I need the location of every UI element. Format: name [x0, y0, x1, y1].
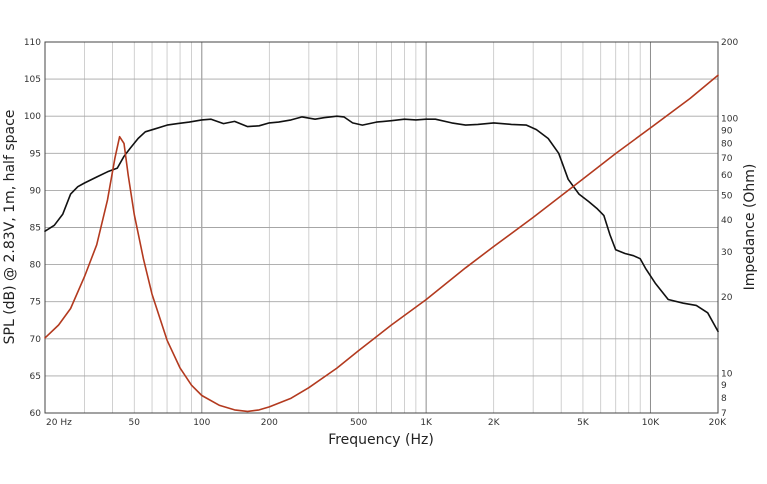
impedance-curve	[44, 74, 719, 413]
x-tick-label: 50	[129, 418, 141, 428]
y-right-tick-label: 40	[721, 216, 733, 226]
y-left-tick-label: 70	[30, 335, 42, 345]
y-right-tick-label: 10	[721, 370, 733, 380]
x-tick-label: 200	[261, 418, 278, 428]
spl-curve	[44, 115, 719, 333]
x-tick-label: 100	[193, 418, 210, 428]
y-right-tick-label: 70	[721, 154, 733, 164]
y-right-tick-label: 20	[721, 293, 733, 303]
y-right-tick-label: 9	[721, 381, 727, 391]
y-right-tick-label: 80	[721, 139, 733, 149]
x-tick-label: 500	[350, 418, 367, 428]
x-tick-label: 20 Hz	[46, 418, 72, 428]
y-left-tick-label: 100	[24, 112, 41, 122]
y-left-tick-label: 95	[30, 149, 41, 159]
y-right-axis-title: Impedance (Ohm)	[742, 164, 758, 291]
x-axis-title: Frequency (Hz)	[328, 432, 434, 448]
y-left-tick-label: 110	[24, 38, 41, 48]
x-tick-label: 20K	[709, 418, 727, 428]
y-left-tick-label: 65	[30, 372, 41, 382]
x-tick-label: 2K	[488, 418, 501, 428]
y-right-tick-label: 30	[721, 248, 733, 258]
series-layer	[44, 74, 719, 413]
y-left-tick-label: 105	[24, 75, 41, 85]
y-right-tick-label: 60	[721, 171, 733, 181]
y-right-tick-label: 200	[721, 38, 738, 48]
y-left-tick-label: 85	[30, 224, 41, 234]
y-left-tick-label: 60	[30, 409, 42, 419]
y-right-tick-label: 50	[721, 191, 733, 201]
y-left-tick-label: 75	[30, 298, 41, 308]
x-tick-label: 10K	[642, 418, 660, 428]
y-left-tick-label: 80	[30, 261, 42, 271]
x-tick-labels: 20 Hz 50 100 200 500 1K 2K 5K 10K 20K	[46, 418, 727, 428]
major-grid	[45, 42, 718, 413]
x-tick-label: 5K	[577, 418, 590, 428]
y-left-axis-title: SPL (dB) @ 2.83V, 1m, half space	[2, 110, 18, 345]
y-right-tick-label: 7	[721, 409, 727, 419]
plot-frame	[44, 41, 719, 414]
x-tick-label: 1K	[420, 418, 433, 428]
y-right-tick-label: 100	[721, 115, 738, 125]
y-left-tick-labels: 60 65 70 75 80 85 90 95 100 105 110	[24, 38, 41, 419]
y-left-tick-label: 90	[30, 186, 42, 196]
y-right-tick-label: 8	[721, 394, 727, 404]
y-right-tick-label: 90	[721, 126, 733, 136]
